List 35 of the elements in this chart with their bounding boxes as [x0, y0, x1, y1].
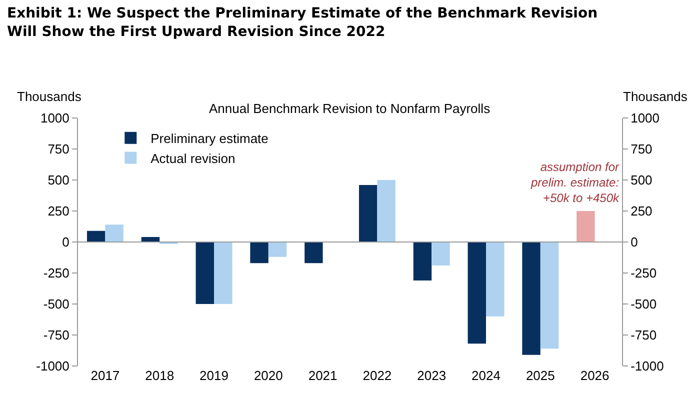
- y-tick-label: 500: [48, 172, 70, 188]
- x-tick-label: 2026: [580, 368, 610, 383]
- y2-tick-label: -250: [630, 266, 657, 281]
- x-tick-label: 2023: [417, 368, 446, 383]
- x-tick-label: 2020: [254, 368, 283, 383]
- y-tick-label: 0: [62, 234, 70, 250]
- y-tick-label: 1000: [40, 110, 70, 126]
- x-tick-label: 2025: [526, 368, 555, 383]
- y2-tick-label: 0: [630, 234, 638, 250]
- x-tick-label: 2024: [472, 368, 500, 383]
- y-tick-label: -1000: [36, 358, 70, 374]
- y2-tick-label: -500: [630, 296, 657, 312]
- chart-title: Exhibit 1: We Suspect the Preliminary Estimate of the Benchmark Revision Will Show the First Upward Revision Since 2022: [7, 6, 598, 40]
- y2-tick-label: 1000: [630, 110, 660, 126]
- x-tick-label: 2021: [308, 368, 338, 383]
- y-tick-label: -750: [43, 328, 70, 343]
- y2-tick-label: -750: [630, 328, 657, 343]
- y-tick-label: -500: [43, 296, 70, 312]
- y-tick-label: -250: [43, 266, 70, 281]
- y-tick-label: 750: [48, 142, 70, 157]
- y-tick-label: 250: [48, 204, 70, 219]
- legend-label: Preliminary estimate: [150, 130, 268, 146]
- y2-tick-label: 250: [630, 204, 652, 219]
- x-tick-label: 2017: [90, 368, 120, 383]
- y2-tick-label: 500: [630, 172, 652, 188]
- x-tick-label: 2022: [362, 368, 392, 383]
- x-tick-label: 2018: [145, 368, 174, 383]
- y-axis-title: Thousands: [17, 89, 82, 104]
- x-tick-label: 2019: [200, 368, 228, 383]
- chart-subtitle: Annual Benchmark Revision to Nonfarm Payrolls: [209, 101, 491, 116]
- y2-tick-label: 750: [630, 142, 652, 157]
- y2-tick-label: -1000: [630, 358, 664, 374]
- annotation: assumption for prelim. estimate: +50k to +450k: [530, 160, 620, 206]
- legend-label: Actual revision: [150, 150, 236, 166]
- y2-axis-title: Thousands: [623, 89, 688, 104]
